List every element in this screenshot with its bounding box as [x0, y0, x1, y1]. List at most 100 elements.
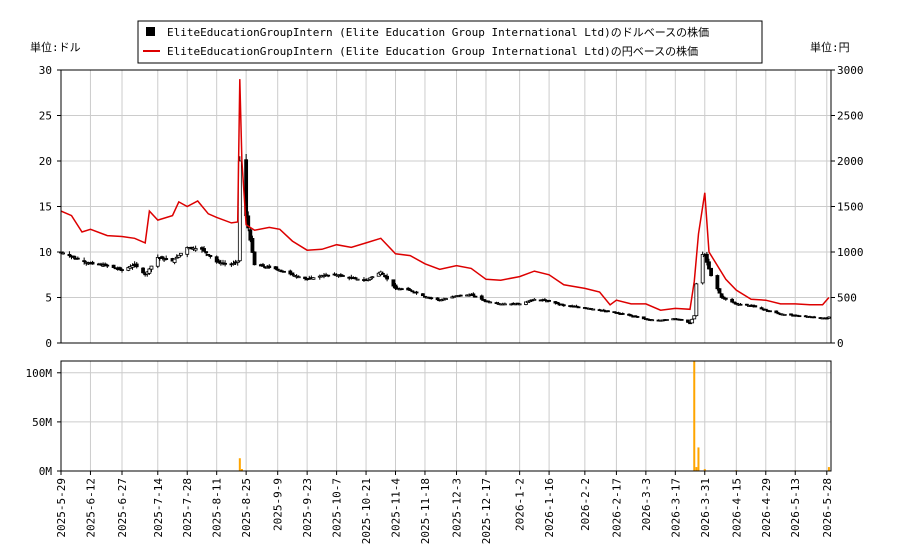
x-tick-label: 2025-11-18 [419, 478, 432, 544]
volume-bar [697, 447, 700, 471]
candle-body [650, 319, 655, 322]
candle-body [75, 257, 80, 260]
candle-body [704, 253, 709, 263]
candle-body [547, 299, 551, 302]
candle-body [141, 267, 145, 274]
candle-body [744, 303, 749, 306]
candle-body [719, 293, 724, 298]
candle-body [700, 254, 705, 284]
candle-body [420, 293, 425, 297]
left-tick-label: 0 [45, 337, 52, 350]
candle-body [406, 287, 411, 291]
candle-body [690, 318, 695, 324]
candle-body [561, 304, 566, 307]
candle-body [473, 295, 478, 298]
candle-body [679, 318, 684, 321]
volume-bar [240, 469, 243, 471]
x-tick-label: 2025-11-4 [390, 478, 403, 538]
candle-body [267, 265, 272, 269]
candle-body [105, 264, 110, 267]
candle-body [355, 278, 360, 281]
candle-body [524, 301, 528, 305]
candle-body [385, 275, 389, 280]
candle-body [172, 258, 177, 263]
candle-body [606, 310, 610, 313]
candle-body [414, 291, 419, 294]
candle-body [503, 303, 507, 306]
volume-bar [238, 458, 241, 471]
legend-box [137, 20, 763, 64]
candle-body [147, 268, 152, 274]
candle-body [61, 252, 66, 255]
candle-body [99, 263, 103, 266]
candle-body [118, 267, 122, 270]
candle-body [120, 269, 124, 271]
volume-tick-label: 100M [26, 367, 53, 380]
candle-body [692, 315, 697, 320]
candle-body [214, 256, 219, 263]
x-tick-label: 2025-10-7 [331, 478, 344, 538]
candle-body [429, 297, 434, 300]
candle-body [641, 316, 646, 320]
candle-body [732, 301, 737, 304]
left-tick-label: 5 [45, 292, 52, 305]
candle-body [90, 261, 95, 265]
candle-body [481, 299, 486, 301]
left-tick-label: 25 [39, 110, 52, 123]
candle-body [246, 215, 251, 229]
left-tick-label: 20 [39, 155, 52, 168]
candle-body [174, 256, 179, 259]
x-tick-label: 2025-9-23 [301, 478, 314, 538]
candle-body [444, 298, 448, 300]
candle-body [488, 301, 493, 304]
candle-body [665, 319, 669, 321]
candle-body [248, 229, 253, 241]
candle-body [275, 268, 280, 271]
candle-body [517, 303, 522, 306]
volume-plot-frame [60, 360, 832, 472]
x-tick-label: 2026-2-17 [610, 478, 623, 538]
candle-body [204, 251, 209, 254]
candle-body [303, 276, 307, 280]
candle-body [250, 237, 255, 253]
candle-body [282, 270, 286, 273]
candle-body [111, 264, 116, 269]
candle-body [134, 263, 139, 268]
candle-body [399, 288, 404, 291]
left-tick-label: 10 [39, 246, 52, 259]
candle-body [629, 314, 634, 317]
candle-body [391, 279, 396, 287]
candle-body [193, 248, 198, 251]
left-unit-label: 単位:ドル [30, 40, 81, 54]
volume-bar [695, 467, 698, 471]
x-tick-label: 2026-2-2 [579, 478, 592, 531]
right-unit-label: 単位:円 [810, 40, 850, 54]
candle-body [759, 307, 764, 310]
candle-body [176, 254, 181, 258]
candle-body [768, 310, 772, 313]
left-tick-label: 30 [39, 64, 52, 77]
x-tick-label: 2025-8-25 [240, 478, 253, 538]
x-tick-label: 2025-12-17 [480, 478, 493, 544]
candle-body [311, 277, 316, 280]
candle-body [353, 277, 358, 280]
candle-body [231, 263, 236, 265]
candle-body [620, 313, 625, 315]
x-tick-label: 2025-9-9 [272, 478, 285, 531]
legend-jpy-label: EliteEducationGroupIntern (Elite Educati… [167, 44, 698, 58]
candle-body [709, 267, 713, 277]
candle-body [126, 267, 131, 271]
candle-body [393, 284, 398, 289]
candle-body [130, 265, 135, 268]
candle-body [591, 308, 596, 311]
candle-body [576, 306, 581, 309]
volume-tick-label: 0M [39, 465, 53, 478]
candle-body [486, 300, 490, 303]
candle-body [717, 288, 722, 294]
right-tick-label: 3000 [837, 64, 864, 77]
x-tick-label: 2026-3-17 [669, 478, 682, 538]
candle-body [707, 261, 711, 270]
candle-body [458, 294, 463, 297]
x-tick-label: 2025-7-14 [152, 478, 165, 538]
candle-body [189, 246, 194, 249]
